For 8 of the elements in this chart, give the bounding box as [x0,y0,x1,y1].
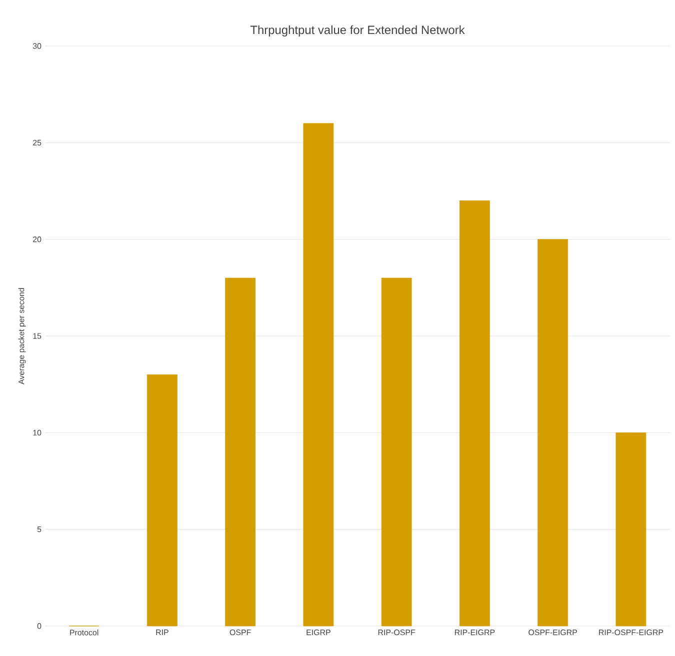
bar [538,239,568,626]
bar [146,374,178,626]
bar [459,200,490,626]
bar [381,278,412,626]
bar [225,278,256,626]
bar [616,432,646,626]
chart-title: Thrpughtput value for Extended Network [250,25,465,36]
bar [303,123,334,626]
